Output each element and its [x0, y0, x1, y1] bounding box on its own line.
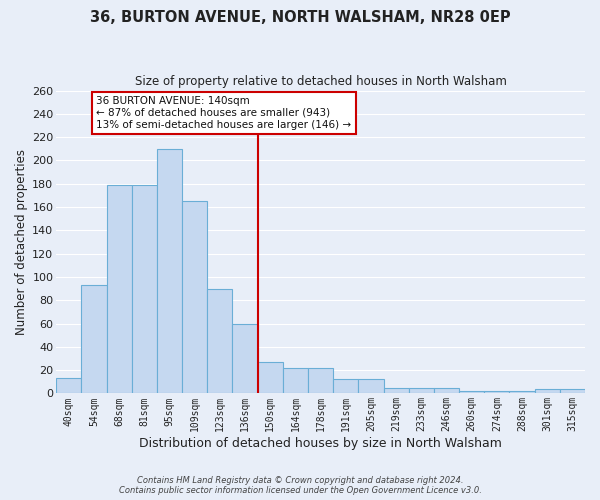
- Bar: [56, 378, 82, 394]
- Title: Size of property relative to detached houses in North Walsham: Size of property relative to detached ho…: [134, 75, 506, 88]
- Bar: [459, 391, 484, 394]
- Bar: [409, 388, 434, 394]
- Bar: [82, 285, 107, 394]
- Bar: [434, 388, 459, 394]
- Bar: [182, 201, 207, 394]
- Bar: [232, 324, 257, 394]
- Y-axis label: Number of detached properties: Number of detached properties: [15, 149, 28, 335]
- Text: 36, BURTON AVENUE, NORTH WALSHAM, NR28 0EP: 36, BURTON AVENUE, NORTH WALSHAM, NR28 0…: [89, 10, 511, 25]
- Bar: [358, 380, 383, 394]
- X-axis label: Distribution of detached houses by size in North Walsham: Distribution of detached houses by size …: [139, 437, 502, 450]
- Bar: [535, 389, 560, 394]
- Bar: [484, 391, 509, 394]
- Bar: [383, 388, 409, 394]
- Bar: [157, 149, 182, 394]
- Bar: [333, 380, 358, 394]
- Bar: [509, 391, 535, 394]
- Bar: [257, 362, 283, 394]
- Bar: [107, 185, 132, 394]
- Bar: [132, 185, 157, 394]
- Text: Contains HM Land Registry data © Crown copyright and database right 2024.
Contai: Contains HM Land Registry data © Crown c…: [119, 476, 481, 495]
- Bar: [207, 288, 232, 394]
- Text: 36 BURTON AVENUE: 140sqm
← 87% of detached houses are smaller (943)
13% of semi-: 36 BURTON AVENUE: 140sqm ← 87% of detach…: [97, 96, 352, 130]
- Bar: [283, 368, 308, 394]
- Bar: [308, 368, 333, 394]
- Bar: [560, 389, 585, 394]
